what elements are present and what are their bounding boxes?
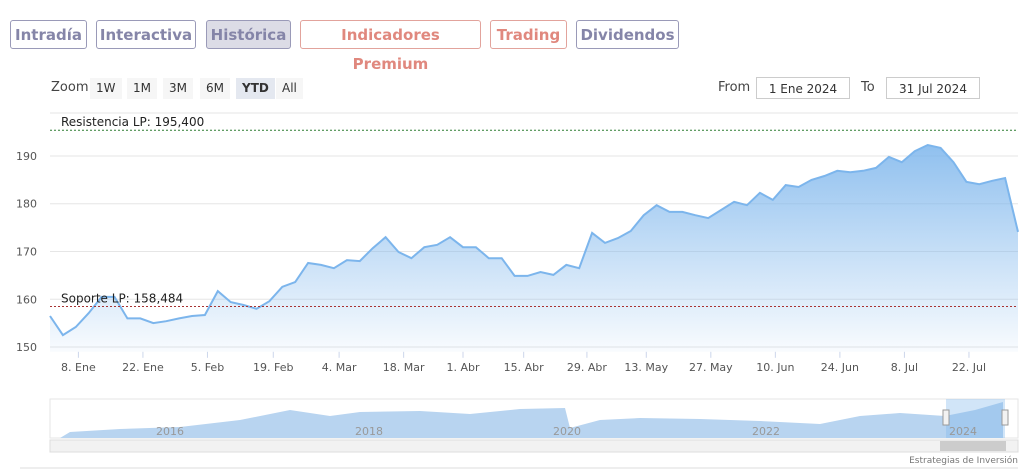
zoom-button[interactable]: All [276,78,303,99]
navigator-year: 2016 [156,425,184,438]
from-input[interactable]: 1 Ene 2024 [756,77,850,99]
x-tick-label: 8. Ene [61,361,96,374]
y-tick-label: 180 [16,198,37,211]
navigator-year: 2020 [553,425,581,438]
navigator-year: 2024 [949,425,977,438]
zoom-button[interactable]: 1M [127,78,157,99]
x-tick-label: 22. Jul [952,361,986,374]
x-tick-label: 19. Feb [253,361,293,374]
navigator-handle[interactable] [942,409,950,426]
navigator-handle[interactable] [1001,409,1009,426]
zoom-button[interactable]: 1W [90,78,122,99]
zoom-button[interactable]: 3M [163,78,193,99]
zoom-button[interactable]: 6M [200,78,230,99]
x-tick-label: 5. Feb [191,361,224,374]
scrollbar-thumb[interactable] [940,441,1006,451]
x-tick-label: 18. Mar [383,361,425,374]
tab[interactable]: Trading [490,20,567,49]
x-tick-label: 10. Jun [756,361,794,374]
scrollbar[interactable] [49,439,1019,453]
tab[interactable]: Dividendos [576,20,679,49]
line [49,143,1019,337]
to-label: To [861,80,875,95]
navigator-selection[interactable] [946,399,1005,438]
navigator-series [60,402,1003,438]
x-tick-label: 1. Abr [446,361,479,374]
x-tick-label: 27. May [689,361,733,374]
from-label: From [718,80,751,95]
navigator-year: 2022 [752,425,780,438]
level-label: Soporte LP: 158,484 [61,292,183,306]
y-tick-label: 150 [16,341,37,354]
to-input[interactable]: 31 Jul 2024 [886,77,980,99]
level-label: Resistencia LP: 195,400 [61,115,204,129]
credit: Estrategias de Inversión [909,455,1018,466]
tab[interactable]: Interactiva [96,20,196,49]
navigator-year: 2018 [355,425,383,438]
x-tick-label: 15. Abr [504,361,544,374]
tab[interactable]: Intradía [10,20,87,49]
zoom-label: Zoom [51,80,89,95]
tab[interactable]: Histórica [206,20,291,49]
x-tick-label: 29. Abr [567,361,607,374]
x-tick-label: 4. Mar [322,361,357,374]
area-fill [50,145,1018,352]
tab[interactable]: Indicadores Premium [300,20,481,73]
y-tick-label: 170 [16,246,37,259]
x-tick-label: 24. Jun [821,361,859,374]
zoom-button[interactable]: YTD [236,78,275,99]
y-tick-label: 160 [16,293,37,306]
x-tick-label: 22. Ene [122,361,164,374]
x-tick-label: 8. Jul [891,361,918,374]
y-tick-label: 190 [16,150,37,163]
x-tick-label: 13. May [624,361,668,374]
